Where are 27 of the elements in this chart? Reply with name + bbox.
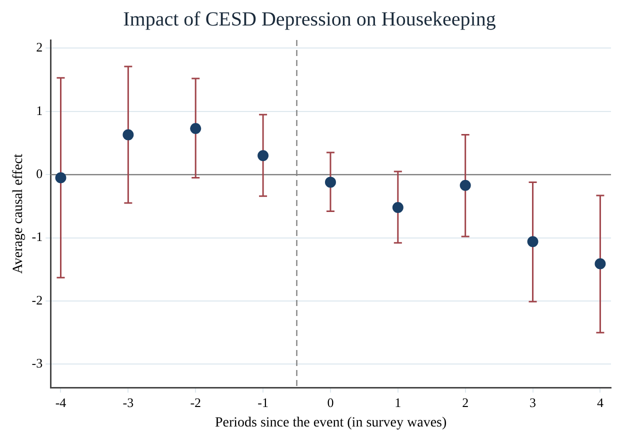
x-axis-title: Periods since the event (in survey waves) [214, 415, 448, 430]
y-tick-label: 1 [36, 102, 43, 118]
point [258, 150, 269, 162]
y-tick-label: 2 [36, 40, 43, 55]
x-tick-label: 1 [394, 394, 402, 410]
x-tick-label: 4 [596, 394, 604, 410]
x-tick-label: 2 [462, 394, 469, 410]
point [190, 122, 202, 134]
x-tick-label: -3 [122, 394, 134, 410]
y-tick-label: -2 [32, 292, 43, 308]
point [392, 202, 404, 213]
x-tick-label: -1 [258, 394, 268, 410]
x-tick-label: 3 [530, 394, 536, 410]
x-tick-label: 0 [327, 394, 334, 410]
y-axis-title: Average causal effect [11, 154, 26, 274]
point [324, 176, 336, 188]
y-tick-label: -1 [32, 229, 43, 244]
point [122, 129, 134, 140]
point [460, 180, 471, 191]
y-tick-label: -3 [32, 356, 43, 371]
point [55, 172, 66, 184]
point [594, 258, 606, 270]
point [527, 236, 538, 248]
x-tick-label: -4 [55, 394, 67, 410]
x-tick-label: -2 [190, 394, 202, 410]
chart-title: Impact of CESD Depression on Housekeeping [123, 8, 496, 30]
y-tick-label: 0 [36, 166, 43, 182]
